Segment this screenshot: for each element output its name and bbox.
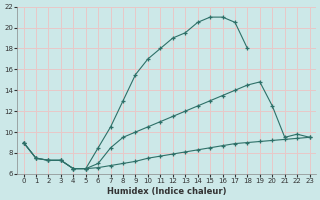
X-axis label: Humidex (Indice chaleur): Humidex (Indice chaleur) xyxy=(107,187,226,196)
